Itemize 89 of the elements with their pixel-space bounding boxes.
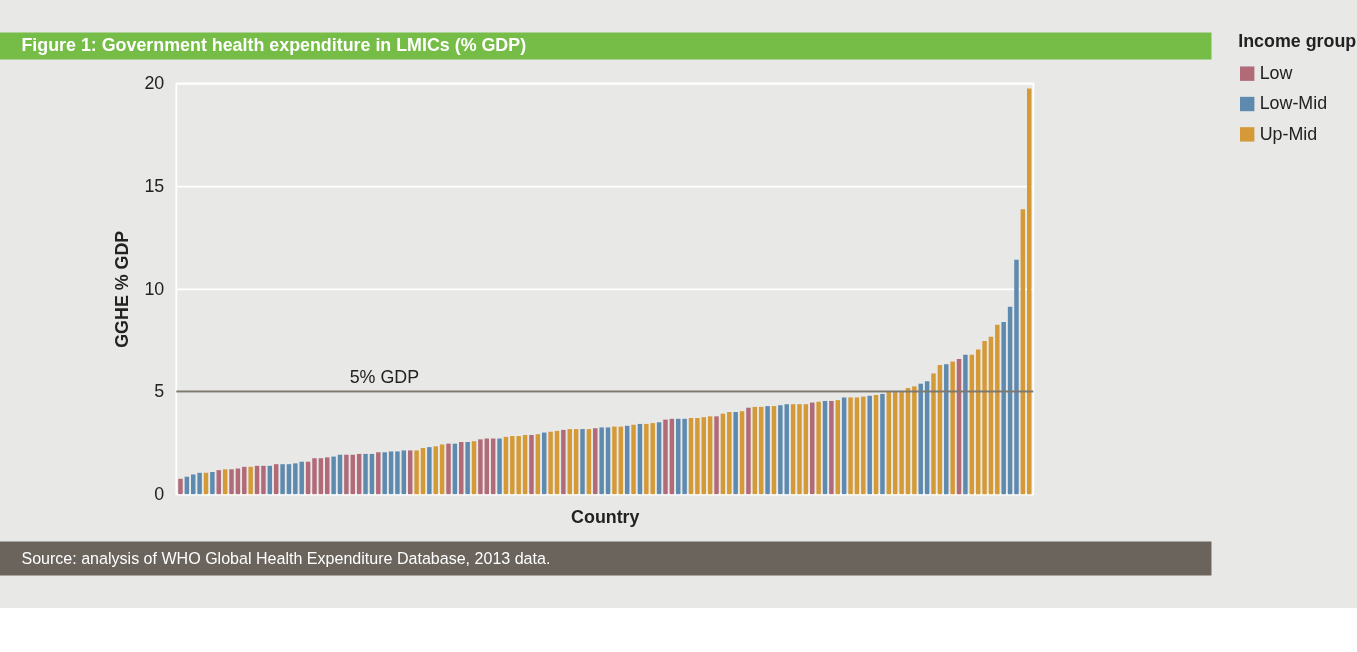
bar	[580, 429, 585, 495]
bar	[790, 404, 796, 495]
bar	[593, 428, 598, 495]
bar	[854, 397, 860, 495]
bar	[714, 416, 719, 495]
y-tick-label: 5	[154, 381, 165, 402]
bar	[407, 450, 413, 495]
bar	[599, 427, 604, 495]
y-tick-label: 20	[144, 73, 165, 94]
bar	[222, 469, 228, 495]
bar	[765, 406, 770, 495]
bar	[835, 400, 841, 495]
bar	[867, 395, 872, 495]
bar	[995, 324, 1000, 495]
bar	[561, 429, 566, 495]
bar	[280, 464, 285, 495]
bar	[631, 424, 636, 495]
bar	[803, 404, 809, 495]
bar	[880, 393, 885, 495]
bar	[242, 466, 247, 495]
bar	[829, 400, 834, 495]
bar	[465, 442, 470, 495]
bar	[248, 466, 253, 495]
bar	[478, 439, 483, 495]
bar	[682, 418, 687, 495]
source-note: Source: analysis of WHO Global Health Expenditure Database, 2013 data.	[21, 548, 551, 567]
bar	[439, 444, 445, 495]
bar	[229, 469, 234, 495]
bar	[261, 465, 266, 495]
bar	[535, 434, 541, 495]
bar	[210, 471, 215, 495]
bar	[401, 450, 407, 495]
bar	[529, 435, 534, 495]
bar	[727, 412, 732, 495]
bar	[548, 431, 553, 495]
bar	[663, 419, 668, 495]
bar	[427, 447, 432, 495]
bar	[912, 386, 917, 495]
legend-label: Up-Mid	[1259, 123, 1318, 144]
bar	[931, 373, 936, 495]
bar	[178, 478, 183, 495]
bar	[861, 396, 866, 495]
bar	[433, 446, 438, 495]
bar	[388, 451, 394, 495]
chart-title: Figure 1: Government health expenditure in LMICs (% GDP)	[21, 35, 527, 56]
bar	[695, 417, 700, 495]
bar	[701, 417, 706, 495]
bar	[497, 438, 502, 495]
bar	[1001, 322, 1006, 495]
bar	[363, 453, 368, 495]
bar	[286, 464, 292, 495]
bar	[982, 340, 987, 495]
bar	[235, 468, 241, 495]
bar	[395, 451, 400, 495]
bar	[848, 397, 853, 495]
y-tick-label: 15	[144, 175, 165, 196]
bar	[312, 458, 317, 495]
bar	[446, 443, 451, 495]
bar	[331, 456, 336, 495]
bar	[899, 392, 904, 495]
y-axis-title: GGHE % GDP	[112, 230, 133, 348]
bar	[344, 454, 349, 495]
bar	[612, 426, 617, 495]
bar	[605, 427, 611, 495]
bar	[963, 354, 968, 495]
legend-label: Low	[1259, 63, 1293, 84]
bar	[414, 450, 419, 495]
bar	[841, 397, 847, 495]
bar	[797, 404, 802, 495]
bar	[707, 416, 713, 495]
bar	[376, 452, 381, 495]
y-tick-label: 0	[154, 483, 165, 504]
bar	[273, 464, 279, 495]
legend-title: Income group	[1238, 30, 1357, 51]
bar	[191, 474, 196, 495]
bar	[1014, 259, 1019, 495]
y-tick-label: 10	[144, 278, 165, 299]
bar	[197, 472, 202, 495]
x-axis-title: Country	[571, 507, 640, 528]
bar	[325, 457, 330, 495]
bar	[816, 401, 821, 495]
bar	[382, 452, 387, 495]
legend-label: Low-Mid	[1259, 93, 1328, 114]
bar	[950, 361, 955, 495]
bar	[216, 470, 221, 495]
bar	[656, 422, 662, 495]
ref-line-label: 5% GDP	[349, 366, 420, 387]
bar	[746, 407, 751, 495]
bar	[733, 412, 738, 495]
